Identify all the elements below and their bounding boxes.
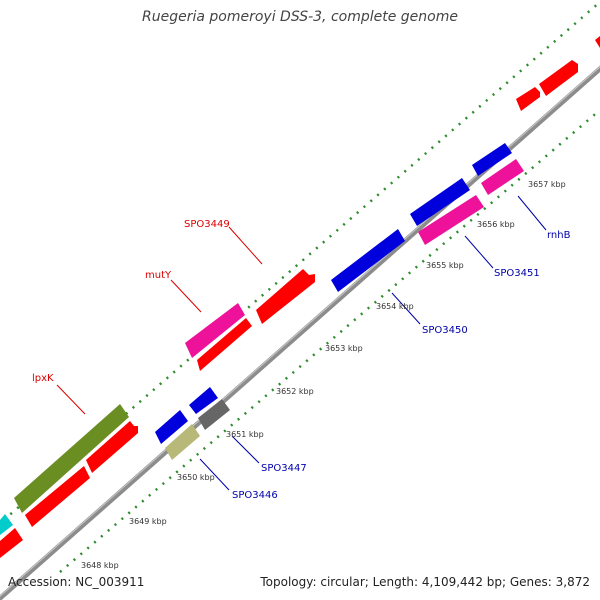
gene-spo3449[interactable] <box>256 269 315 324</box>
label-lpxk: lpxK <box>32 373 54 384</box>
gene-red-upper-3[interactable] <box>595 36 600 48</box>
label-spo3451: SPO3451 <box>494 268 540 279</box>
reverse-gc-track <box>59 109 600 573</box>
gene-spo3446[interactable] <box>155 410 188 444</box>
gene-red-upper-2[interactable] <box>516 87 540 111</box>
gene-red-upper-1[interactable] <box>539 60 578 96</box>
kbp-label: 3653 kbp <box>325 344 363 353</box>
gene-rnhb[interactable] <box>481 159 524 195</box>
gene-red-2[interactable] <box>25 466 90 527</box>
gene-blue-mid[interactable] <box>410 178 470 226</box>
kbp-label: 3649 kbp <box>129 517 167 526</box>
kbp-label: 3656 kbp <box>477 220 515 229</box>
label-spo3449: SPO3449 <box>184 219 230 230</box>
accession-text: Accession: NC_003911 <box>8 575 145 589</box>
gene-lpxk[interactable] <box>14 404 129 513</box>
kbp-label: 3651 kbp <box>226 430 264 439</box>
label-muty: mutY <box>145 270 172 281</box>
label-spo3450: SPO3450 <box>422 325 468 336</box>
gene-spo3450[interactable] <box>331 229 405 292</box>
gene-spo3447[interactable] <box>189 387 218 414</box>
reverse-features <box>155 143 524 460</box>
gene-muty-magenta[interactable] <box>185 303 245 358</box>
kbp-label: 3657 kbp <box>528 180 566 189</box>
label-rnhb: rnhB <box>547 230 571 241</box>
kbp-label: 3652 kbp <box>276 387 314 396</box>
map-title: Ruegeria pomeroyi DSS-3, complete genome <box>142 9 458 25</box>
gene-red-3[interactable] <box>0 528 23 558</box>
kbp-label: 3654 kbp <box>376 302 414 311</box>
kbp-label: 3650 kbp <box>177 473 215 482</box>
gene-blue-upper[interactable] <box>472 143 512 176</box>
kbp-scale: 3648 kbp 3649 kbp 3650 kbp 3651 kbp 3652… <box>81 180 566 570</box>
genome-backbone <box>0 65 600 600</box>
gene-muty[interactable] <box>197 318 252 371</box>
gene-spo3451[interactable] <box>418 195 484 245</box>
kbp-label: 3655 kbp <box>426 261 464 270</box>
gene-red-1[interactable] <box>86 421 138 473</box>
label-spo3447: SPO3447 <box>261 463 307 474</box>
label-spo3446: SPO3446 <box>232 490 278 501</box>
kbp-label: 3648 kbp <box>81 561 119 570</box>
forward-gc-track <box>0 1 600 525</box>
gene-cyan[interactable] <box>0 514 13 535</box>
label-leaders <box>56 195 547 491</box>
gene-spo3446-khaki[interactable] <box>165 424 200 460</box>
forward-features <box>0 36 600 558</box>
gene-spo3447-gray[interactable] <box>198 399 230 430</box>
genome-summary-text: Topology: circular; Length: 4,109,442 bp… <box>260 575 590 589</box>
